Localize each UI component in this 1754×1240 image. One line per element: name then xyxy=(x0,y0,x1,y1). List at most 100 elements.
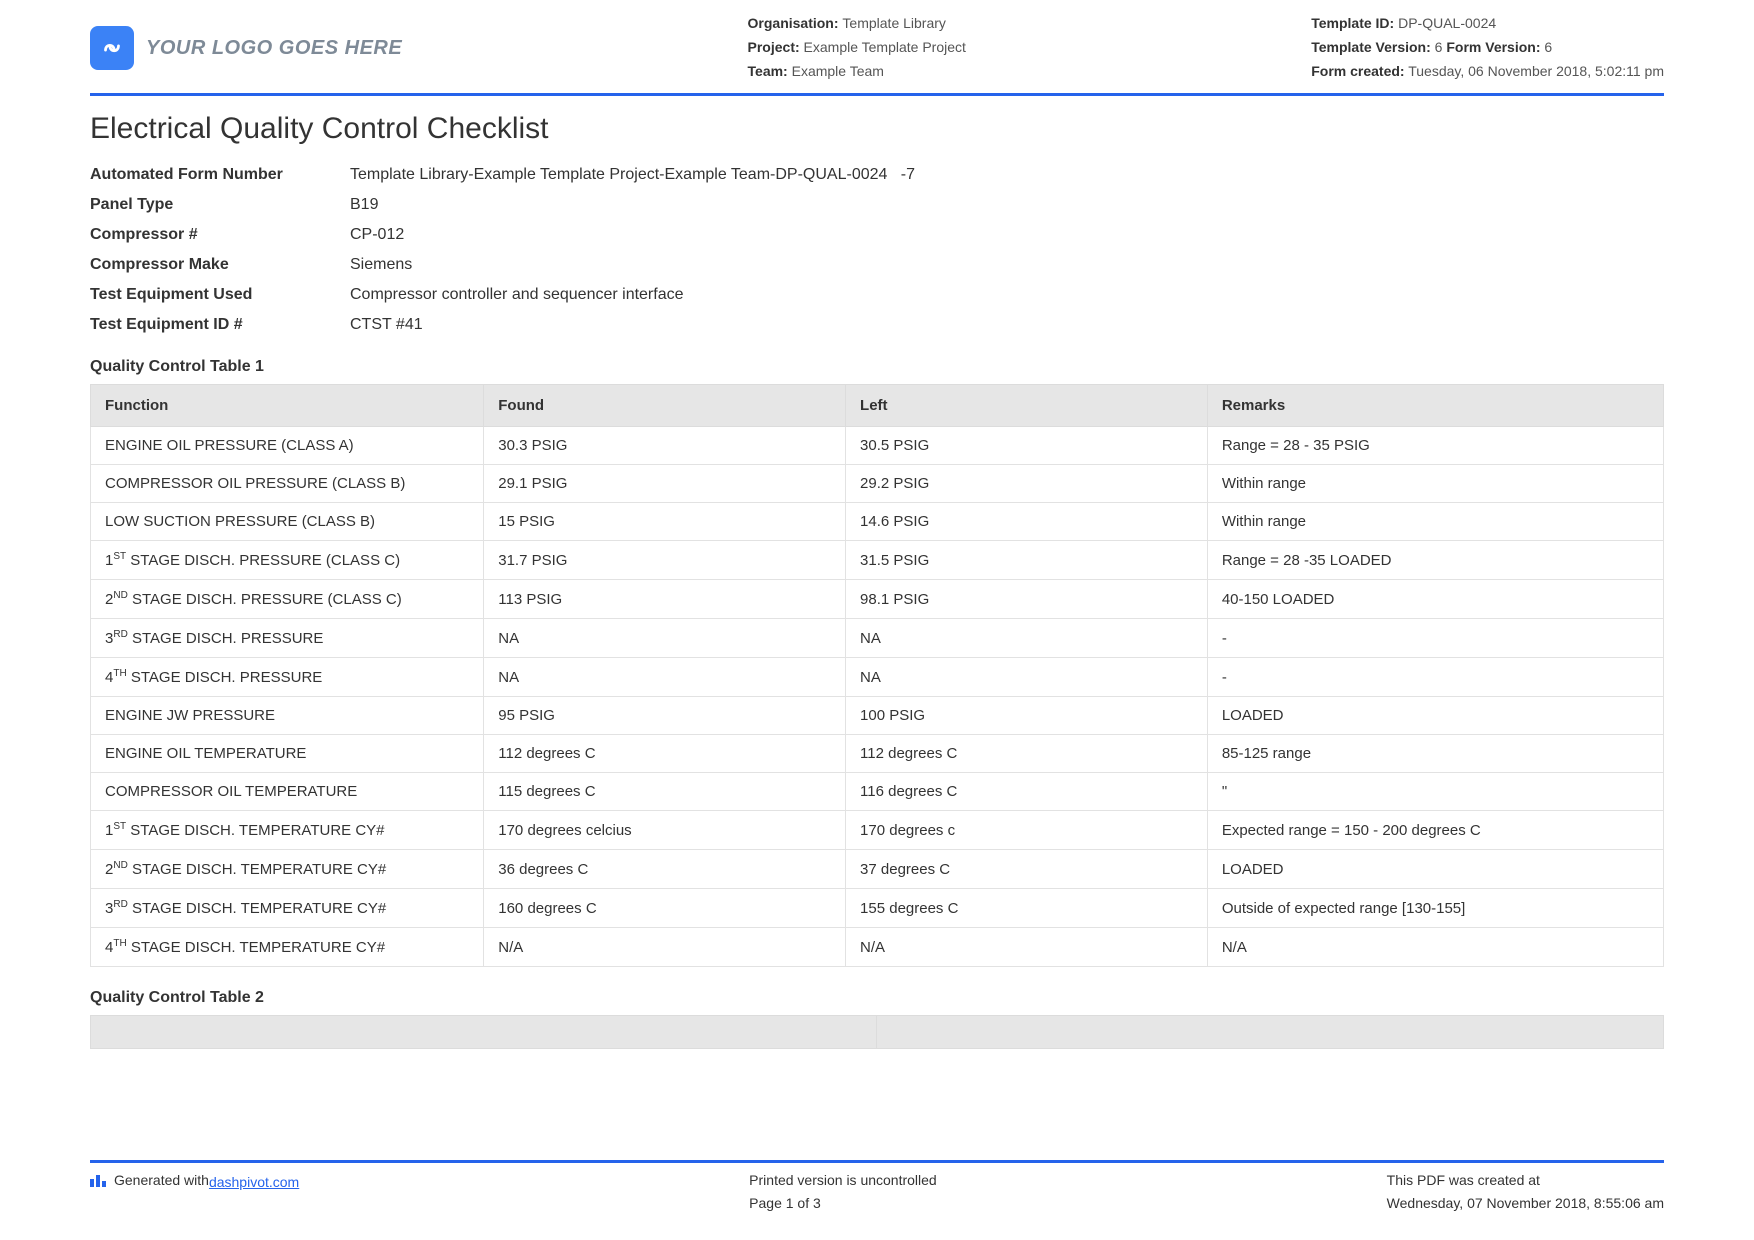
cell-remarks: Range = 28 - 35 PSIG xyxy=(1207,427,1663,465)
document-footer: Generated with dashpivot.com Printed ver… xyxy=(90,1160,1664,1214)
info-value: CP-012 xyxy=(350,226,404,244)
cell-found: 115 degrees C xyxy=(484,773,846,811)
table-row: ENGINE JW PRESSURE95 PSIG100 PSIGLOADED xyxy=(91,697,1664,735)
cell-found: 160 degrees C xyxy=(484,889,846,928)
cell-function: 1ST STAGE DISCH. PRESSURE (CLASS C) xyxy=(91,541,484,580)
bars-icon xyxy=(90,1173,108,1187)
table-row: 2ND STAGE DISCH. TEMPERATURE CY#36 degre… xyxy=(91,850,1664,889)
cell-found: 113 PSIG xyxy=(484,580,846,619)
cell-remarks: Outside of expected range [130-155] xyxy=(1207,889,1663,928)
form-version-label: Form Version: xyxy=(1446,39,1540,55)
cell-remarks: Range = 28 -35 LOADED xyxy=(1207,541,1663,580)
cell-left: 30.5 PSIG xyxy=(846,427,1208,465)
cell-left: 170 degrees c xyxy=(846,811,1208,850)
cell-left: NA xyxy=(846,658,1208,697)
cell-found: 95 PSIG xyxy=(484,697,846,735)
cell-left: 116 degrees C xyxy=(846,773,1208,811)
cell-function: ENGINE OIL TEMPERATURE xyxy=(91,735,484,773)
cell-remarks: Within range xyxy=(1207,503,1663,541)
table-row: 4TH STAGE DISCH. PRESSURENANA- xyxy=(91,658,1664,697)
page-title: Electrical Quality Control Checklist xyxy=(90,112,1664,146)
cell-left: 37 degrees C xyxy=(846,850,1208,889)
qc-table-2-header xyxy=(90,1015,1664,1049)
col-remarks: Remarks xyxy=(1207,385,1663,427)
cell-left: 14.6 PSIG xyxy=(846,503,1208,541)
info-value: CTST #41 xyxy=(350,316,423,334)
table-row: ENGINE OIL TEMPERATURE112 degrees C112 d… xyxy=(91,735,1664,773)
cell-found: NA xyxy=(484,658,846,697)
table-row: 4TH STAGE DISCH. TEMPERATURE CY#N/AN/AN/… xyxy=(91,928,1664,967)
info-label: Compressor # xyxy=(90,226,350,244)
footer-left: Generated with dashpivot.com xyxy=(90,1169,299,1214)
logo-icon xyxy=(90,26,134,70)
qc-table-1: Function Found Left Remarks ENGINE OIL P… xyxy=(90,384,1664,967)
cell-function: ENGINE OIL PRESSURE (CLASS A) xyxy=(91,427,484,465)
cell-left: N/A xyxy=(846,928,1208,967)
page-number: Page 1 of 3 xyxy=(749,1192,937,1214)
organisation-label: Organisation: xyxy=(748,15,839,31)
table-row: COMPRESSOR OIL TEMPERATURE115 degrees C1… xyxy=(91,773,1664,811)
form-created-value: Tuesday, 06 November 2018, 5:02:11 pm xyxy=(1408,63,1664,79)
cell-remarks: - xyxy=(1207,619,1663,658)
template-id-value: DP-QUAL-0024 xyxy=(1398,15,1496,31)
info-value: Template Library-Example Template Projec… xyxy=(350,166,915,184)
form-version-value: 6 xyxy=(1544,39,1552,55)
organisation-value: Template Library xyxy=(842,15,946,31)
form-created-label: Form created: xyxy=(1311,63,1404,79)
cell-function: 2ND STAGE DISCH. PRESSURE (CLASS C) xyxy=(91,580,484,619)
document-header: YOUR LOGO GOES HERE Organisation: Templa… xyxy=(90,12,1664,96)
cell-left: 98.1 PSIG xyxy=(846,580,1208,619)
template-id-label: Template ID: xyxy=(1311,15,1394,31)
template-version-value: 6 xyxy=(1435,39,1443,55)
cell-found: 30.3 PSIG xyxy=(484,427,846,465)
footer-right: This PDF was created at Wednesday, 07 No… xyxy=(1387,1169,1664,1214)
footer-center: Printed version is uncontrolled Page 1 o… xyxy=(749,1169,937,1214)
team-label: Team: xyxy=(748,63,788,79)
team-value: Example Team xyxy=(792,63,884,79)
info-rows: Automated Form NumberTemplate Library-Ex… xyxy=(90,160,1664,340)
cell-remarks: - xyxy=(1207,658,1663,697)
project-value: Example Template Project xyxy=(804,39,966,55)
info-value: B19 xyxy=(350,196,378,214)
cell-remarks: 40-150 LOADED xyxy=(1207,580,1663,619)
cell-remarks: N/A xyxy=(1207,928,1663,967)
cell-remarks: LOADED xyxy=(1207,697,1663,735)
cell-left: NA xyxy=(846,619,1208,658)
table1-heading: Quality Control Table 1 xyxy=(90,358,1664,376)
table-row: 3RD STAGE DISCH. PRESSURENANA- xyxy=(91,619,1664,658)
cell-remarks: Within range xyxy=(1207,465,1663,503)
info-label: Test Equipment Used xyxy=(90,286,350,304)
cell-function: 4TH STAGE DISCH. PRESSURE xyxy=(91,658,484,697)
cell-found: 170 degrees celcius xyxy=(484,811,846,850)
table-row: LOW SUCTION PRESSURE (CLASS B)15 PSIG14.… xyxy=(91,503,1664,541)
cell-function: COMPRESSOR OIL TEMPERATURE xyxy=(91,773,484,811)
project-label: Project: xyxy=(748,39,800,55)
cell-remarks: " xyxy=(1207,773,1663,811)
info-label: Automated Form Number xyxy=(90,166,350,184)
col-left: Left xyxy=(846,385,1208,427)
table-row: 2ND STAGE DISCH. PRESSURE (CLASS C)113 P… xyxy=(91,580,1664,619)
info-row: Test Equipment UsedCompressor controller… xyxy=(90,280,1664,310)
uncontrolled-text: Printed version is uncontrolled xyxy=(749,1169,937,1191)
cell-left: 100 PSIG xyxy=(846,697,1208,735)
info-label: Panel Type xyxy=(90,196,350,214)
cell-function: 3RD STAGE DISCH. PRESSURE xyxy=(91,619,484,658)
template-version-label: Template Version: xyxy=(1311,39,1431,55)
cell-left: 155 degrees C xyxy=(846,889,1208,928)
info-label: Test Equipment ID # xyxy=(90,316,350,334)
info-row: Test Equipment ID #CTST #41 xyxy=(90,310,1664,340)
info-row: Automated Form NumberTemplate Library-Ex… xyxy=(90,160,1664,190)
cell-found: 112 degrees C xyxy=(484,735,846,773)
cell-function: 1ST STAGE DISCH. TEMPERATURE CY# xyxy=(91,811,484,850)
created-label: This PDF was created at xyxy=(1387,1169,1664,1191)
cell-function: COMPRESSOR OIL PRESSURE (CLASS B) xyxy=(91,465,484,503)
info-value: Compressor controller and sequencer inte… xyxy=(350,286,684,304)
table-row: 1ST STAGE DISCH. TEMPERATURE CY#170 degr… xyxy=(91,811,1664,850)
info-value: Siemens xyxy=(350,256,412,274)
cell-left: 29.2 PSIG xyxy=(846,465,1208,503)
cell-function: 3RD STAGE DISCH. TEMPERATURE CY# xyxy=(91,889,484,928)
generated-link[interactable]: dashpivot.com xyxy=(209,1174,299,1190)
logo-text: YOUR LOGO GOES HERE xyxy=(146,37,402,60)
info-row: Panel TypeB19 xyxy=(90,190,1664,220)
meta-left: Organisation: Template Library Project: … xyxy=(748,12,966,83)
